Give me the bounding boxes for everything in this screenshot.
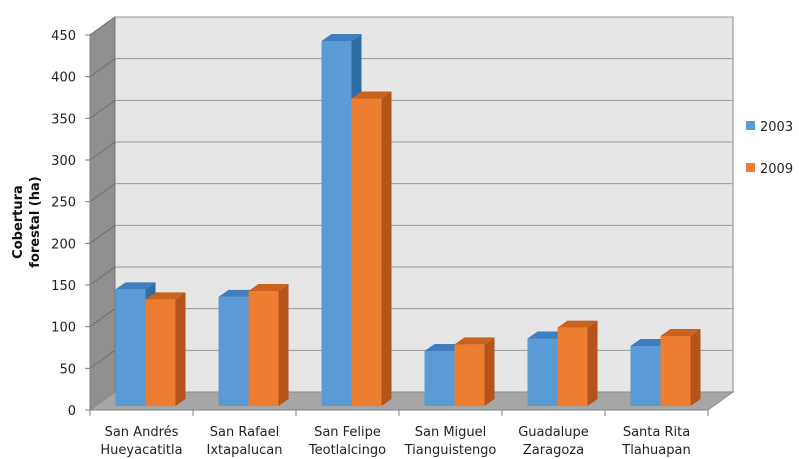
x-tick-label: Santa Rita [623, 425, 690, 440]
back-wall [114, 16, 734, 393]
y-tick-label: 400 [51, 71, 76, 86]
y-axis-label-line-2: forestal (ha) [28, 176, 43, 267]
bars [115, 34, 701, 406]
bar-top [321, 34, 362, 41]
bar-front [115, 289, 146, 406]
bar-side [381, 91, 392, 406]
bar-top [660, 329, 701, 336]
bar-2009 [660, 329, 701, 406]
x-tick-label: San Andrés [105, 425, 179, 440]
x-tick-label: Hueyacatitla [100, 443, 182, 458]
y-tick-label: 350 [51, 112, 76, 127]
y-tick-label: 100 [51, 321, 76, 336]
gridline-side [89, 266, 116, 286]
bar-2009 [351, 91, 392, 406]
gridline-side [89, 99, 116, 119]
legend-label-2009: 2009 [760, 162, 793, 177]
y-axis-label-line-1: Cobertura [11, 185, 26, 259]
legend-swatch-2003 [746, 121, 755, 130]
y-tick-label: 250 [51, 196, 76, 211]
x-axis: San Andrés Hueyacatitla San Rafael Ixtapalu… [89, 409, 709, 458]
gridline-side [89, 308, 116, 328]
bar-front [248, 291, 279, 406]
bar-top [248, 284, 289, 291]
y-tick-label: 0 [68, 404, 76, 419]
bar-front [557, 327, 588, 406]
y-tick-label: 450 [51, 29, 76, 44]
bar-top [454, 337, 495, 345]
x-tick-label: Tianguistengo [404, 443, 497, 458]
bar-top [145, 292, 186, 300]
bar-side [690, 329, 701, 406]
gridline-side [89, 349, 116, 369]
bar-front [527, 338, 558, 406]
bar-side [484, 337, 495, 406]
gridline-side [89, 183, 116, 203]
bar-top [351, 91, 392, 99]
bar-front [218, 296, 249, 406]
y-tick-label: 300 [51, 154, 76, 169]
bar-2009 [454, 337, 495, 406]
side-wall [89, 16, 116, 411]
x-tick-label: San Miguel [415, 425, 487, 440]
bar-front [145, 299, 176, 406]
y-tick-label: 200 [51, 237, 76, 252]
bar-2009 [145, 292, 186, 406]
gridlines [89, 16, 733, 369]
x-tick-label: Zaragoza [523, 443, 584, 458]
x-tick-label: San Rafael [210, 425, 279, 440]
chart-walls [88, 16, 735, 411]
bar-2009 [248, 284, 289, 406]
bar-2009 [557, 320, 598, 406]
bar-top [115, 282, 156, 290]
y-tick-label: 50 [59, 362, 76, 377]
gridline-side [89, 16, 116, 36]
bar-front [630, 346, 661, 406]
x-tick-label: Tlahuapan [621, 443, 690, 458]
bar-front [424, 351, 455, 406]
bar-front [660, 336, 691, 406]
x-tick-label: Ixtapalucan [206, 443, 282, 458]
x-tick-label: Guadalupe [518, 425, 589, 440]
bar-side [587, 320, 598, 406]
x-tick-label: Teotlalcingo [308, 443, 386, 458]
y-axis: 0 50 100 150 200 250 300 350 400 450 [51, 29, 91, 419]
legend-label-2003: 2003 [760, 120, 793, 135]
gridline-side [89, 58, 116, 78]
gridline-side [89, 224, 116, 244]
bar-front [454, 344, 485, 406]
bar-front [321, 41, 352, 406]
bar-side [175, 292, 186, 406]
y-tick-label: 150 [51, 279, 76, 294]
bar-side [278, 284, 289, 406]
gridline-side [89, 141, 116, 161]
bar-front [351, 98, 382, 406]
legend: 2003 2009 [746, 120, 793, 177]
bar-top [557, 320, 598, 328]
x-tick-label: San Felipe [314, 425, 381, 440]
legend-swatch-2009 [746, 163, 755, 172]
y-axis-label: Cobertura forestal (ha) [11, 176, 43, 267]
